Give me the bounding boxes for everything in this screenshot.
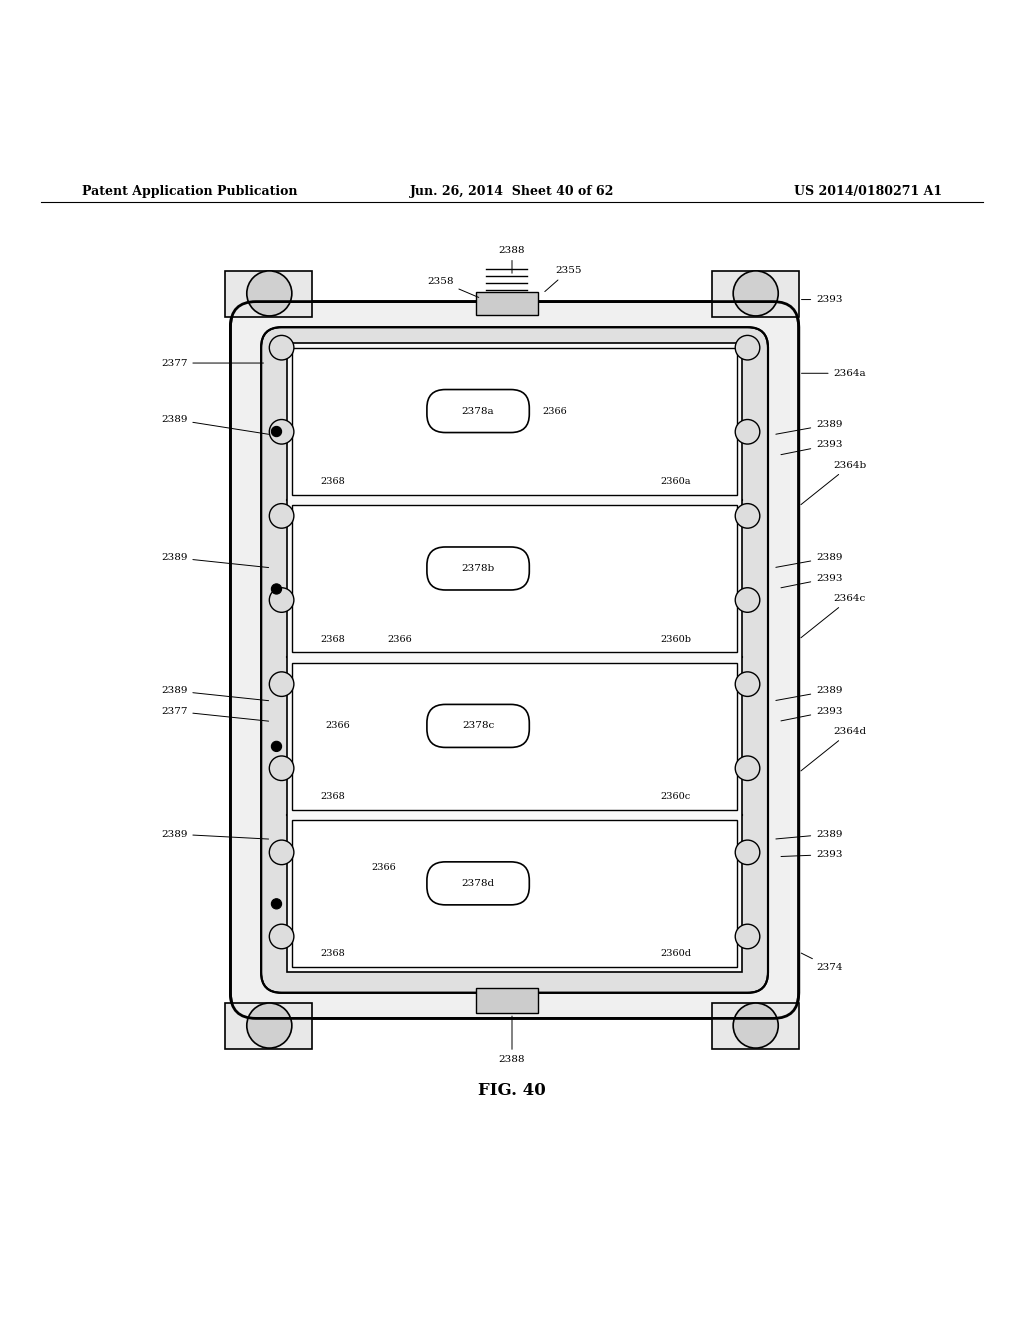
Text: 2364b: 2364b [801,461,866,504]
Circle shape [733,271,778,315]
Text: 2389: 2389 [161,553,268,568]
Circle shape [735,756,760,780]
Text: 2388: 2388 [499,1016,525,1064]
Circle shape [735,672,760,697]
Text: 2377: 2377 [161,359,263,367]
Text: 2360c: 2360c [660,792,691,801]
Circle shape [735,335,760,360]
Text: 2378a: 2378a [462,407,495,416]
Text: 2393: 2393 [781,574,843,587]
FancyBboxPatch shape [261,327,768,993]
Circle shape [247,271,292,315]
Bar [292,347,737,495]
Bar [292,820,737,968]
Bar [712,1003,799,1049]
Text: FIG. 40: FIG. 40 [478,1081,546,1098]
Circle shape [269,924,294,949]
Text: 2389: 2389 [776,829,843,840]
Text: 2364d: 2364d [801,727,866,771]
Circle shape [269,756,294,780]
Circle shape [735,587,760,612]
Text: 2377: 2377 [161,706,268,721]
Text: 2360d: 2360d [660,949,691,958]
Text: Patent Application Publication: Patent Application Publication [82,185,297,198]
Bar [476,293,538,315]
Circle shape [269,504,294,528]
Text: 2389: 2389 [776,686,843,701]
Bar [225,271,312,317]
Circle shape [271,426,282,437]
Text: 2374: 2374 [801,953,843,972]
Circle shape [269,335,294,360]
Text: 2378c: 2378c [462,722,495,730]
Text: 2393: 2393 [781,706,843,721]
Circle shape [247,1003,292,1048]
Bar [476,987,538,1014]
Circle shape [735,420,760,444]
Text: 2393: 2393 [781,850,843,859]
Text: 2393: 2393 [781,441,843,454]
Text: 2393: 2393 [802,296,843,304]
Text: 2389: 2389 [161,686,268,701]
Circle shape [269,420,294,444]
Circle shape [735,924,760,949]
Circle shape [271,583,282,594]
Text: 2368: 2368 [321,635,345,644]
Text: 2366: 2366 [326,722,350,730]
FancyBboxPatch shape [427,546,529,590]
Text: 2360a: 2360a [660,477,691,486]
Circle shape [733,1003,778,1048]
Text: 2368: 2368 [321,477,345,486]
Text: 2389: 2389 [161,829,268,840]
Circle shape [269,840,294,865]
Bar [712,271,799,317]
Circle shape [269,672,294,697]
Text: 2364a: 2364a [802,368,866,378]
Text: 2366: 2366 [543,407,567,416]
Bar [287,343,742,973]
Text: 2364c: 2364c [801,594,866,638]
Circle shape [271,742,282,751]
Text: 2378d: 2378d [462,879,495,888]
FancyBboxPatch shape [427,389,529,433]
Circle shape [271,899,282,909]
Text: Jun. 26, 2014  Sheet 40 of 62: Jun. 26, 2014 Sheet 40 of 62 [410,185,614,198]
Text: 2389: 2389 [776,420,843,434]
Text: 2366: 2366 [387,635,412,644]
FancyBboxPatch shape [230,301,799,1019]
Circle shape [269,587,294,612]
Text: 2355: 2355 [545,267,582,292]
Text: 2378b: 2378b [462,564,495,573]
FancyBboxPatch shape [427,862,529,906]
Text: 2388: 2388 [499,246,525,273]
Bar [225,1003,312,1049]
Text: 2360b: 2360b [660,635,691,644]
Text: 2389: 2389 [776,553,843,568]
Bar [292,506,737,652]
Text: US 2014/0180271 A1: US 2014/0180271 A1 [794,185,942,198]
Text: 2358: 2358 [427,277,479,297]
Text: 2389: 2389 [161,414,268,434]
Text: 2366: 2366 [372,863,396,873]
Circle shape [735,840,760,865]
Bar [292,663,737,809]
Circle shape [735,504,760,528]
Text: 2368: 2368 [321,792,345,801]
Text: 2368: 2368 [321,949,345,958]
FancyBboxPatch shape [427,705,529,747]
